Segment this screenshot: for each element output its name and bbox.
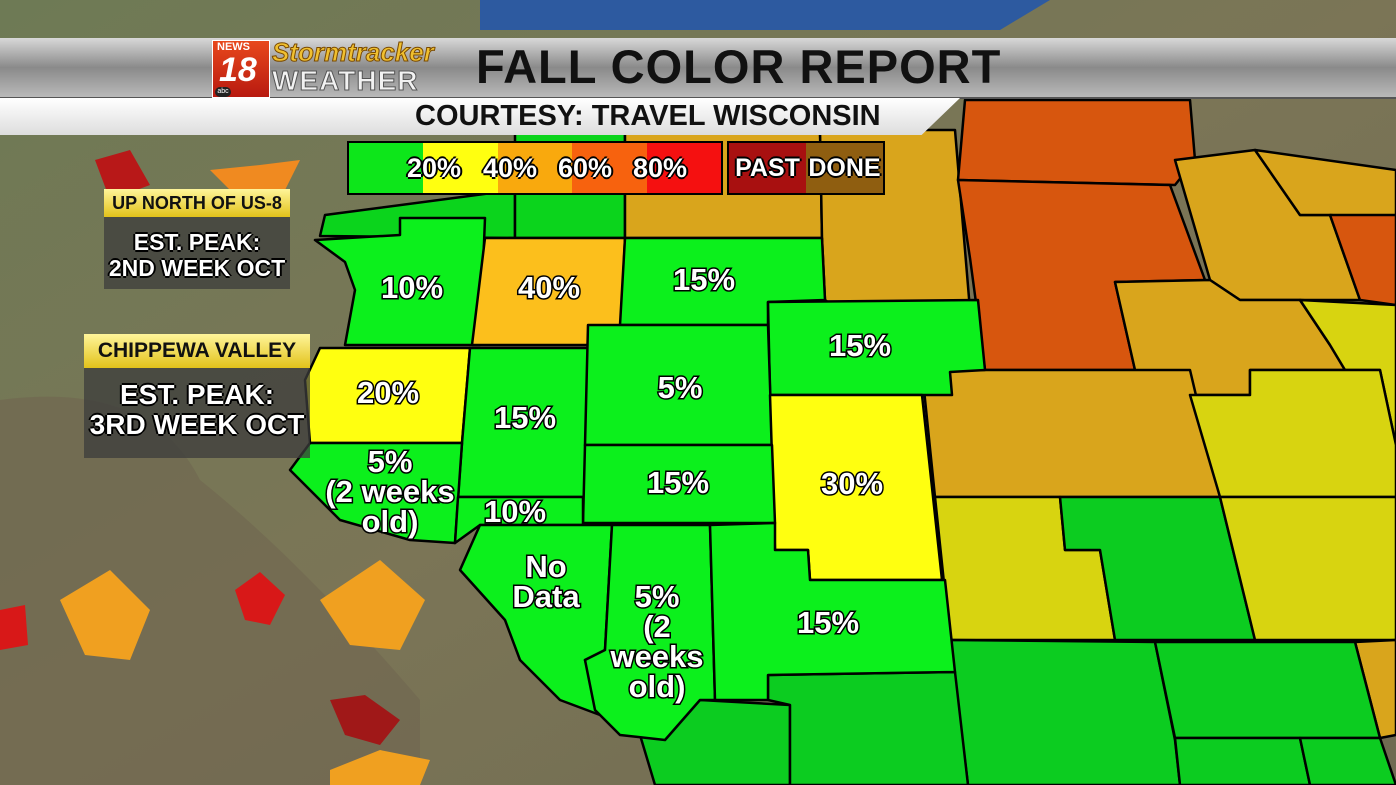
logo-news: NEWS [217, 41, 250, 53]
info-box-line1: EST. PEAK: [133, 229, 261, 255]
info-box-heading: CHIPPEWA VALLEY [84, 334, 310, 368]
logo-network: abc [215, 87, 231, 97]
info-box-line2: 3RD WEEK OCT [89, 409, 305, 440]
region-label: 10% [381, 270, 443, 305]
region-label: 40% [518, 270, 580, 305]
region-label: 15% [797, 605, 859, 640]
legend-label-20: 20% [407, 153, 462, 183]
legend-done: DONE [806, 143, 883, 193]
legend-swatch-60 [572, 143, 647, 193]
leaf-decoration-icon [0, 150, 430, 785]
percent-legend: 20% 40% 60% 80% [347, 141, 723, 195]
status-legend: PAST DONE [727, 141, 885, 195]
logo-line2: WEATHER [271, 65, 419, 96]
legend-swatch-40 [497, 143, 573, 193]
region-label: No Data [512, 549, 580, 614]
info-box-heading: UP NORTH OF US-8 [104, 189, 290, 217]
county-region [288, 441, 464, 545]
region-label: 10% [484, 494, 546, 529]
logo-number: 18 [219, 51, 257, 89]
lake [480, 0, 1050, 30]
info-box-line1: EST. PEAK: [119, 379, 275, 410]
region-label: 30% [821, 466, 883, 501]
info-box-line2: 2ND WEEK OCT [108, 255, 286, 281]
region-label: 15% [829, 328, 891, 363]
legend-past: PAST [729, 143, 806, 193]
region-label: 5% (2 weeks old) [325, 444, 454, 539]
legend-label-40: 40% [483, 153, 538, 183]
subtitle-bar [0, 98, 960, 135]
terrain [0, 396, 420, 785]
region-label: 5% [658, 370, 703, 405]
info-box-chippewa: CHIPPEWA VALLEY EST. PEAK: 3RD WEEK OCT [84, 334, 310, 458]
region-label: 15% [647, 465, 709, 500]
legend-swatch-80 [646, 143, 722, 193]
county-region [708, 521, 957, 702]
logo-line1: Stormtracker [272, 37, 435, 67]
page-title: FALL COLOR REPORT [476, 40, 1002, 93]
legend-swatch-0 [349, 143, 424, 193]
legend-swatch-20 [423, 143, 498, 193]
region-label: 5% (2 weeks old) [609, 579, 703, 704]
region-label: 20% [357, 375, 419, 410]
legend-label-80: 80% [633, 153, 688, 183]
station-logo: NEWS 18 abc Stormtracker WEATHER [212, 37, 468, 98]
legend-label-60: 60% [558, 153, 613, 183]
region-label: 15% [673, 262, 735, 297]
subtitle: COURTESY: TRAVEL WISCONSIN [415, 100, 881, 132]
region-label: 15% [494, 400, 556, 435]
info-box-north: UP NORTH OF US-8 EST. PEAK: 2ND WEEK OCT [104, 189, 290, 289]
